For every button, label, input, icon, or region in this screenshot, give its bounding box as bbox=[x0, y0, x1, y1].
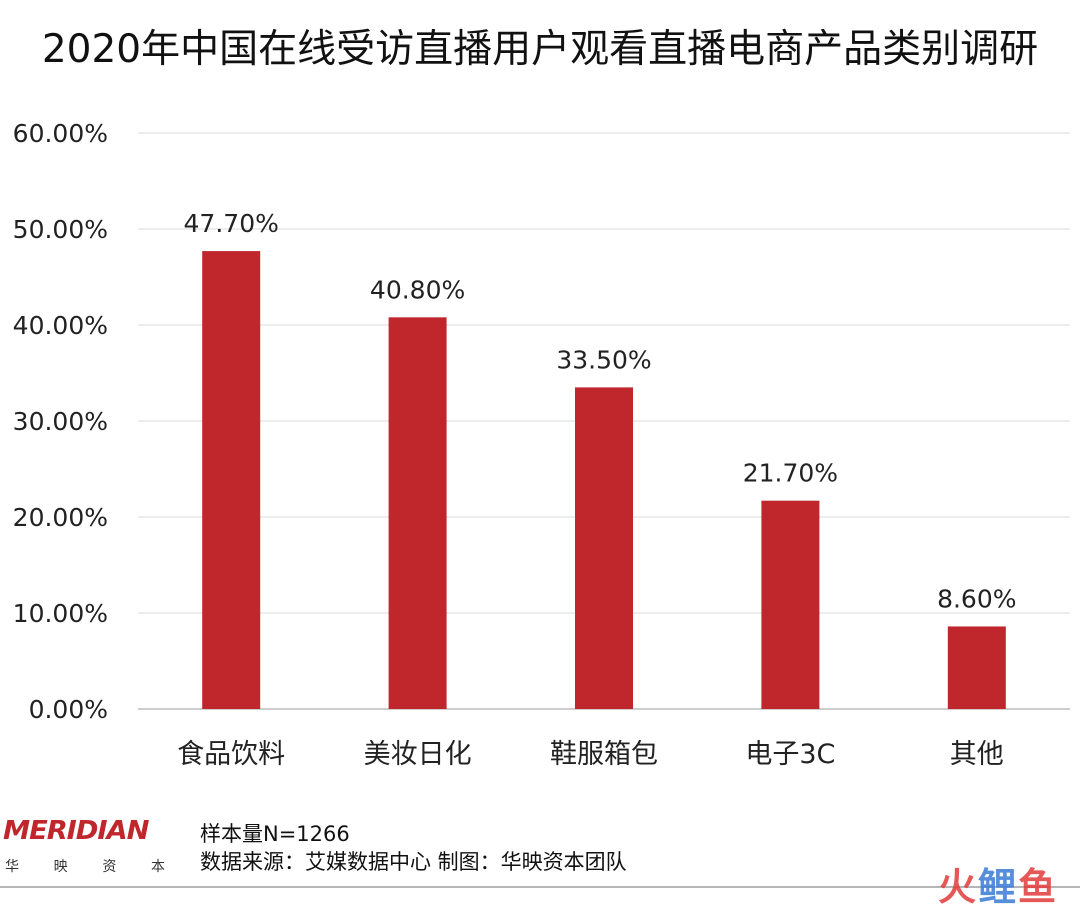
sample-size: 样本量N=1266 bbox=[200, 822, 350, 846]
meridian-logo: MERIDIAN 华 映 资 本 bbox=[3, 816, 165, 886]
logo-sub-char: 资 bbox=[102, 859, 117, 875]
data-source: 数据来源：艾媒数据中心 制图：华映资本团队 bbox=[200, 850, 627, 874]
x-tick-label: 美妆日化 bbox=[364, 739, 472, 770]
x-tick-label: 其他 bbox=[950, 739, 1004, 770]
bars bbox=[202, 251, 1006, 709]
watermark-char: 火 bbox=[937, 865, 978, 909]
logo-subtitle: 华 映 资 本 bbox=[5, 856, 165, 876]
bar bbox=[202, 251, 261, 709]
bottom-divider bbox=[0, 886, 1080, 888]
source-notes: 样本量N=1266 数据来源：艾媒数据中心 制图：华映资本团队 bbox=[200, 820, 627, 876]
bar-chart: 0.00% 10.00% 20.00% 30.00% 40.00% 50.00% 60.00… bbox=[13, 119, 1070, 770]
logo-sub-char: 映 bbox=[53, 859, 68, 875]
logo-sub-char: 本 bbox=[150, 859, 165, 875]
y-tick-label: 60.00% bbox=[13, 119, 108, 148]
bar bbox=[575, 387, 633, 709]
footer: MERIDIAN 华 映 资 本 样本量N=1266 数据来源：艾媒数据中心 制… bbox=[0, 812, 1080, 909]
logo-sub-char: 华 bbox=[5, 859, 19, 875]
y-tick-label: 20.00% bbox=[13, 503, 108, 532]
y-tick-label: 0.00% bbox=[29, 695, 108, 724]
data-label: 21.70% bbox=[743, 459, 838, 488]
data-label: 8.60% bbox=[937, 584, 1016, 613]
x-tick-label: 食品饮料 bbox=[177, 739, 285, 770]
y-tick-label: 50.00% bbox=[13, 215, 108, 244]
x-axis-categories: 食品饮料 美妆日化 鞋服箱包 电子3C 其他 bbox=[177, 739, 1004, 770]
data-label: 47.70% bbox=[184, 209, 279, 238]
data-label: 40.80% bbox=[370, 275, 465, 304]
x-tick-label: 鞋服箱包 bbox=[550, 739, 658, 770]
y-axis-ticks: 0.00% 10.00% 20.00% 30.00% 40.00% 50.00% 60.00… bbox=[13, 119, 108, 724]
bar bbox=[761, 500, 820, 709]
watermark-char: 鱼 bbox=[1017, 865, 1058, 909]
data-label: 33.50% bbox=[556, 345, 651, 374]
logo-wordmark: MERIDIAN bbox=[3, 816, 149, 846]
chart-title: 2020年中国在线受访直播用户观看直播电商产品类别调研 bbox=[41, 27, 1039, 72]
y-tick-label: 40.00% bbox=[13, 311, 108, 340]
data-labels: 47.70% 40.80% 33.50% 21.70% 8.60% bbox=[184, 209, 1017, 613]
bar bbox=[947, 626, 1006, 709]
bar bbox=[388, 317, 447, 709]
x-tick-label: 电子3C bbox=[745, 739, 835, 770]
watermark-logo: 火鲤鱼 bbox=[938, 856, 1058, 911]
y-tick-label: 30.00% bbox=[13, 407, 108, 436]
watermark-char: 鲤 bbox=[977, 865, 1018, 909]
y-tick-label: 10.00% bbox=[13, 599, 108, 628]
